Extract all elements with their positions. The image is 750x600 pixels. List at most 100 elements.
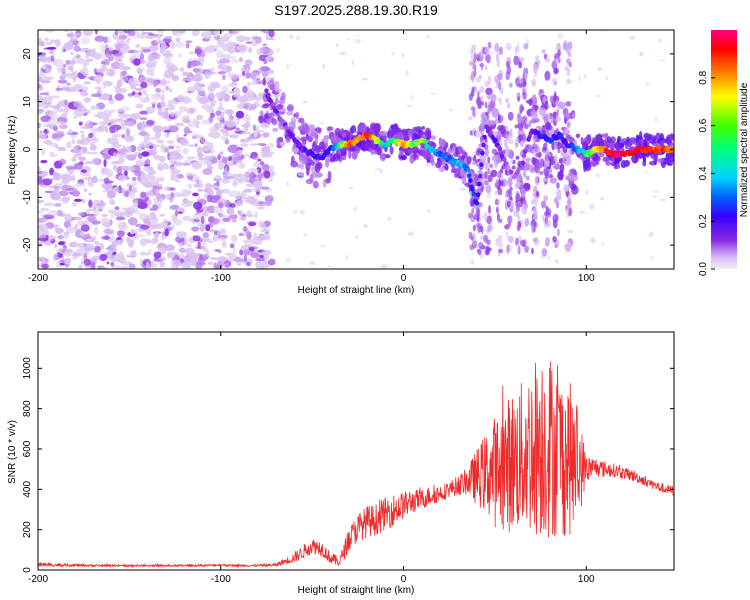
- noise-blob: [100, 235, 111, 240]
- noise-blob: [88, 199, 93, 208]
- streak-blob: [516, 92, 520, 98]
- noise-blob: [241, 123, 251, 128]
- noise-blob: [64, 257, 72, 265]
- noise-blob: [128, 263, 136, 269]
- streak-blob: [522, 70, 526, 80]
- streak-blob: [553, 139, 558, 150]
- ridge-halo-blob: [308, 124, 316, 130]
- streak-blob: [471, 86, 475, 92]
- noise-blob: [86, 58, 94, 62]
- streak-blob: [523, 245, 530, 252]
- noise-blob: [116, 240, 123, 246]
- noise-blob: [200, 215, 205, 225]
- ridge-halo-blob: [610, 136, 616, 143]
- noise-blob: [157, 164, 164, 171]
- streak-blob: [545, 236, 551, 247]
- noise-blob: [215, 110, 222, 116]
- noise-blob: [152, 145, 157, 153]
- ridge-halo-blob: [272, 127, 279, 132]
- noise-blob: [155, 88, 162, 93]
- noise-blob: [56, 66, 66, 74]
- streak-blob: [544, 70, 551, 81]
- ridge-core-blob: [470, 186, 475, 192]
- noise-blob: [169, 125, 179, 133]
- noise-blob: [240, 143, 249, 147]
- noise-blob: [175, 179, 181, 183]
- streak-blob: [567, 62, 573, 67]
- ridge-halo-blob: [528, 98, 533, 107]
- noise-blob: [42, 103, 47, 109]
- noise-blob: [165, 62, 176, 69]
- noise-blob: [50, 39, 57, 43]
- noise-blob: [260, 229, 267, 232]
- ridge-halo-blob: [269, 83, 277, 91]
- noise-blob: [47, 118, 57, 127]
- noise-blob: [38, 82, 42, 89]
- noise-blob: [156, 33, 162, 40]
- noise-blob: [174, 209, 179, 217]
- noise-blob: [160, 234, 167, 240]
- noise-blob: [145, 106, 156, 114]
- streak-blob: [515, 183, 520, 189]
- noise-blob: [65, 187, 76, 191]
- noise-blob: [75, 54, 81, 59]
- streak-blob: [519, 57, 525, 63]
- noise-blob: [236, 118, 241, 121]
- streak-blob: [486, 239, 491, 246]
- streak-blob: [507, 235, 514, 243]
- noise-blob: [197, 30, 201, 35]
- streak-blob: [541, 49, 546, 54]
- noise-blob: [159, 213, 166, 217]
- noise-blob: [50, 235, 57, 239]
- streak-blob: [470, 50, 474, 61]
- noise-blob: [197, 156, 204, 161]
- noise-blob: [81, 151, 91, 154]
- streak-blob: [532, 63, 539, 74]
- noise-blob: [81, 177, 92, 180]
- streak-blob: [566, 66, 571, 77]
- noise-blob: [45, 78, 52, 81]
- noise-blob: [147, 32, 155, 36]
- noise-blob: [163, 56, 172, 65]
- ridge-halo-blob: [349, 144, 355, 153]
- noise-blob: [199, 183, 204, 188]
- noise-blob: [108, 199, 116, 206]
- noise-blob: [105, 169, 114, 178]
- noise-blob: [72, 76, 76, 83]
- x-tick-label: 0: [401, 273, 407, 284]
- noise-blob: [345, 255, 349, 260]
- streak-blob: [517, 245, 521, 255]
- noise-blob: [208, 126, 217, 134]
- noise-blob: [148, 145, 154, 149]
- noise-blob: [228, 190, 239, 198]
- ridge-halo-blob: [302, 124, 310, 134]
- ridge-halo-blob: [556, 142, 562, 150]
- noise-blob: [258, 201, 264, 205]
- noise-blob: [234, 127, 241, 131]
- noise-blob: [175, 169, 181, 174]
- streak-blob: [568, 192, 571, 201]
- ridge-halo-blob: [407, 129, 414, 135]
- ridge-halo-blob: [531, 156, 537, 165]
- noise-blob: [106, 261, 110, 265]
- noise-blob: [119, 62, 125, 69]
- noise-blob: [131, 181, 138, 186]
- noise-blob: [127, 30, 136, 37]
- noise-blob: [93, 226, 99, 235]
- ridge-halo-blob: [421, 125, 425, 130]
- streak-blob: [555, 196, 562, 201]
- ridge-halo-blob: [380, 130, 388, 137]
- noise-blob: [92, 235, 97, 244]
- noise-blob: [128, 193, 135, 196]
- noise-blob: [59, 262, 65, 266]
- noise-blob: [252, 180, 263, 188]
- noise-blob: [239, 216, 247, 221]
- noise-blob: [52, 58, 64, 67]
- noise-blob: [208, 116, 214, 123]
- noise-blob: [66, 141, 72, 149]
- streak-blob: [567, 134, 572, 140]
- noise-blob: [224, 262, 230, 268]
- noise-blob: [227, 91, 234, 94]
- streak-blob: [496, 171, 500, 179]
- noise-blob: [80, 37, 90, 45]
